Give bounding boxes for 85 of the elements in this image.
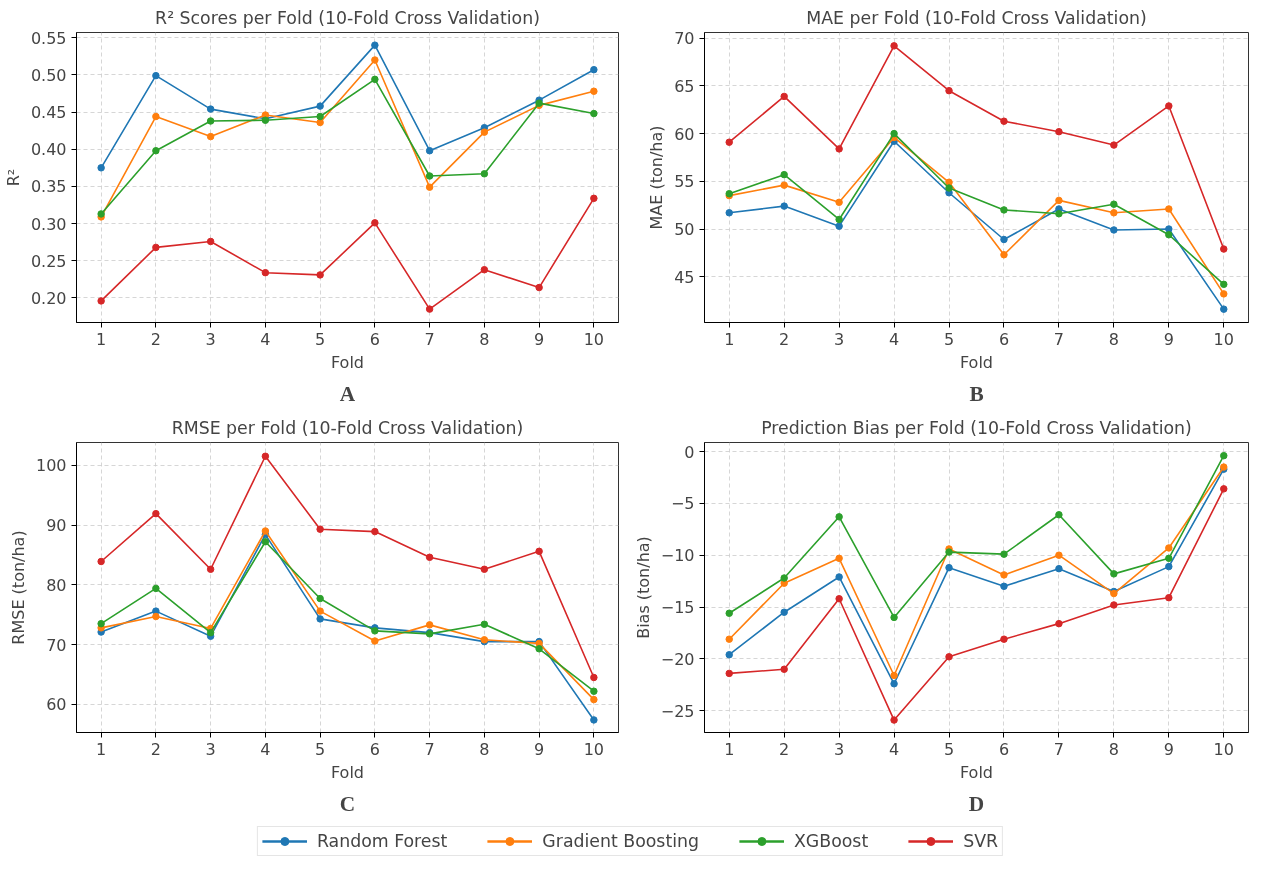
x-axis-title: Fold — [330, 352, 365, 372]
text: A — [339, 381, 356, 406]
x-tick-label: 9 — [534, 739, 545, 759]
y-tick-label: −20 — [660, 649, 695, 669]
y-tick-label: −25 — [660, 701, 695, 721]
y-tick-label: 0.40 — [30, 140, 67, 160]
x-tick-label: 4 — [260, 329, 271, 349]
x-tick-label: 5 — [943, 329, 955, 349]
y-tick-label: 0.45 — [30, 103, 67, 123]
y-axis-title: MAE (ton/ha) — [647, 125, 667, 230]
x-tick-label: 7 — [424, 329, 435, 349]
y-tick-label: 60 — [46, 695, 67, 715]
y-tick-label: 0.35 — [30, 177, 67, 197]
y-tick-label: 0.20 — [30, 288, 67, 308]
x-tick-label: 2 — [150, 739, 161, 759]
x-tick-label: 8 — [479, 739, 490, 759]
x-tick-label: 6 — [369, 329, 380, 349]
x-tick-label: 4 — [888, 739, 900, 759]
x-tick-label: 6 — [369, 739, 380, 759]
y-tick-label: 100 — [35, 456, 67, 476]
x-axis-title: Fold — [959, 352, 994, 372]
x-tick-label: 4 — [260, 739, 271, 759]
x-tick-label: 8 — [479, 329, 490, 349]
x-tick-label: 10 — [1213, 739, 1234, 759]
x-tick-label: 3 — [205, 329, 216, 349]
x-tick-label: 1 — [96, 329, 107, 349]
y-tick-label: 55 — [674, 172, 695, 192]
legend-label: SVR — [963, 831, 999, 851]
y-tick-label: 0.50 — [30, 65, 67, 85]
x-tick-label: 3 — [205, 739, 216, 759]
chart-title: R² Scores per Fold (10-Fold Cross Validation) — [155, 7, 540, 28]
x-tick-label: 10 — [583, 739, 605, 759]
legend-label: XGBoost — [793, 831, 869, 851]
chart-title: MAE per Fold (10-Fold Cross Validation) — [806, 7, 1147, 28]
y-tick-label: 60 — [674, 124, 695, 144]
y-tick-label: 80 — [46, 575, 67, 595]
x-tick-label: 9 — [534, 329, 545, 349]
y-tick-label: 70 — [674, 29, 695, 49]
x-tick-label: 7 — [424, 739, 435, 759]
x-tick-label: 5 — [315, 329, 326, 349]
x-tick-label: 5 — [943, 739, 955, 759]
x-tick-label: 1 — [96, 739, 107, 759]
x-tick-label: 1 — [724, 329, 735, 349]
y-tick-label: 50 — [674, 220, 695, 240]
x-tick-label: 3 — [834, 329, 845, 349]
x-tick-label: 6 — [998, 739, 1010, 759]
text: C — [339, 791, 356, 816]
x-axis-title: Fold — [330, 762, 365, 782]
x-tick-label: 3 — [834, 739, 845, 759]
x-tick-label: 7 — [1053, 329, 1065, 349]
x-tick-label: 2 — [779, 739, 790, 759]
x-tick-label: 2 — [150, 329, 161, 349]
x-tick-label: 5 — [315, 739, 326, 759]
x-tick-label: 10 — [583, 329, 605, 349]
y-tick-label: 0.55 — [30, 28, 67, 48]
y-tick-label: −5 — [670, 494, 695, 514]
y-tick-label: 0.30 — [30, 214, 67, 234]
x-tick-label: 2 — [779, 329, 790, 349]
text: D — [968, 791, 985, 816]
y-axis-title: R² — [3, 168, 23, 187]
chart-title: Prediction Bias per Fold (10-Fold Cross Validation) — [761, 417, 1192, 438]
y-tick-label: 90 — [46, 516, 67, 536]
x-tick-label: 4 — [888, 329, 900, 349]
x-tick-label: 1 — [724, 739, 735, 759]
y-tick-label: 45 — [674, 267, 695, 287]
x-tick-label: 8 — [1108, 329, 1119, 349]
text: B — [969, 381, 984, 406]
x-tick-label: 10 — [1213, 329, 1234, 349]
legend-label: Random Forest — [316, 831, 448, 851]
y-tick-label: 0 — [684, 442, 695, 462]
y-tick-label: 70 — [46, 635, 67, 655]
x-tick-label: 9 — [1163, 329, 1174, 349]
y-tick-label: 0.25 — [30, 251, 67, 271]
y-tick-label: 65 — [674, 76, 695, 96]
x-tick-label: 6 — [998, 329, 1010, 349]
chart-title: RMSE per Fold (10-Fold Cross Validation) — [171, 417, 524, 438]
legend-label: Gradient Boosting — [542, 831, 699, 851]
x-axis-title: Fold — [959, 762, 994, 782]
x-tick-label: 8 — [1108, 739, 1119, 759]
x-tick-label: 9 — [1163, 739, 1174, 759]
y-tick-label: −10 — [660, 546, 695, 566]
y-axis-title: RMSE (ton/ha) — [8, 530, 28, 645]
y-axis-title: Bias (ton/ha) — [633, 536, 653, 639]
y-tick-label: −15 — [660, 598, 695, 618]
x-tick-label: 7 — [1053, 739, 1065, 759]
